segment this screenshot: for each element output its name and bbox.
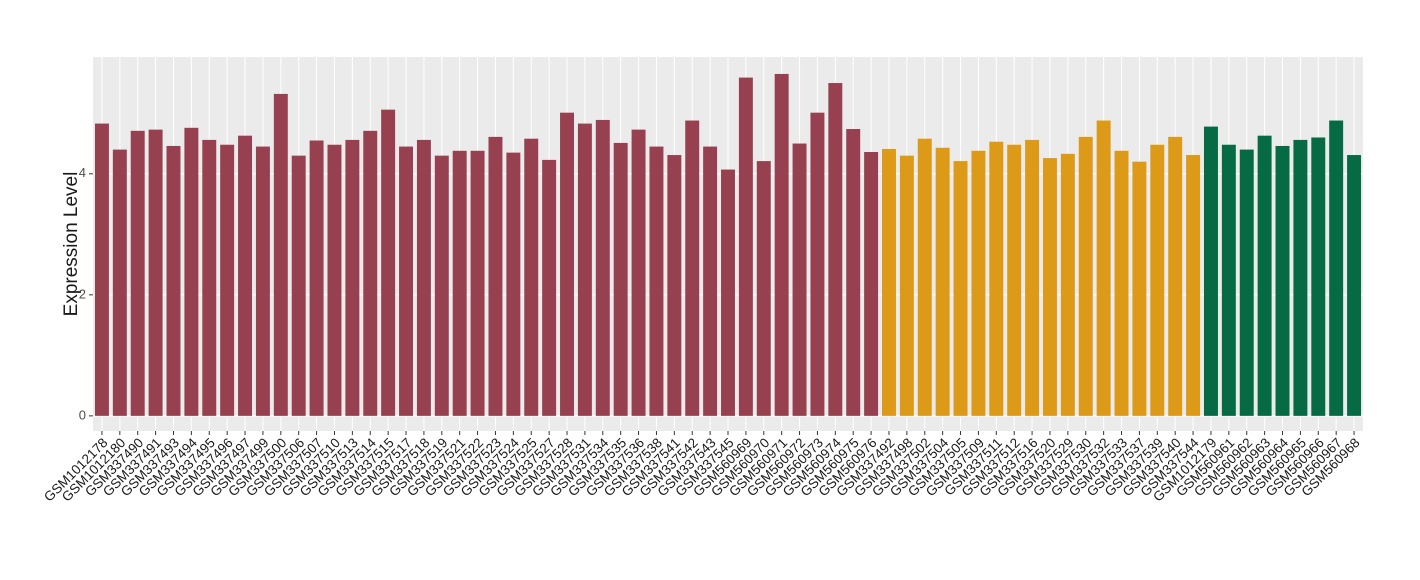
bar [1025, 139, 1040, 416]
bar [631, 129, 646, 416]
bar [613, 142, 628, 416]
bar [1078, 136, 1093, 416]
bar [273, 93, 288, 416]
bar [452, 150, 467, 416]
bar [1239, 149, 1254, 416]
bar [542, 159, 557, 416]
bar [399, 146, 414, 416]
bar [238, 135, 253, 416]
y-tick-label: 4 [79, 165, 86, 180]
bar [756, 161, 771, 416]
bar [1347, 155, 1362, 416]
bar [1311, 137, 1326, 416]
bar [166, 145, 181, 416]
bar [738, 77, 753, 416]
bar [416, 139, 431, 416]
bar [721, 169, 735, 416]
bar [524, 138, 539, 416]
bar [309, 140, 324, 416]
bar [1293, 139, 1308, 416]
bar [810, 112, 825, 416]
bar [220, 144, 235, 416]
bar [1042, 158, 1057, 416]
bar [953, 161, 968, 416]
bar [184, 127, 199, 416]
bar [434, 155, 449, 416]
bar [1221, 144, 1236, 416]
y-tick-label: 2 [79, 286, 86, 301]
bar [1096, 120, 1111, 416]
bar [327, 144, 342, 416]
bar [381, 109, 396, 416]
bar [899, 155, 914, 416]
bar [1114, 150, 1129, 416]
bar [1203, 126, 1218, 416]
bar [649, 146, 664, 416]
bar [1257, 135, 1272, 416]
y-tick-label: 0 [79, 407, 86, 422]
bar [685, 120, 700, 416]
bar [363, 130, 378, 416]
bar [828, 83, 843, 416]
bar [560, 112, 574, 416]
bar [1132, 161, 1147, 416]
bar [1168, 136, 1183, 416]
bar [935, 147, 950, 416]
bar [470, 150, 485, 416]
bar [1329, 120, 1344, 416]
bar [488, 136, 503, 416]
bar [94, 123, 109, 416]
bar [774, 73, 789, 416]
bar [577, 123, 592, 416]
bar [1150, 144, 1165, 416]
y-axis-title: Expression Level [61, 172, 82, 317]
bar [1186, 155, 1201, 416]
bar [255, 146, 270, 416]
bar [864, 152, 879, 416]
bar [130, 130, 145, 416]
bar [148, 129, 163, 416]
bar [882, 148, 896, 416]
bar [703, 146, 718, 416]
bar [506, 152, 521, 416]
bar [202, 139, 217, 416]
bar [112, 149, 127, 416]
bar [917, 138, 932, 416]
bar [291, 155, 306, 416]
bar [1007, 144, 1022, 416]
bar [846, 129, 861, 416]
bar [792, 143, 807, 416]
bar [667, 155, 682, 416]
bar [971, 150, 986, 416]
bar [1275, 145, 1290, 416]
bar [345, 139, 360, 416]
bar [989, 141, 1004, 416]
bar [595, 119, 610, 416]
bar [1060, 153, 1075, 416]
